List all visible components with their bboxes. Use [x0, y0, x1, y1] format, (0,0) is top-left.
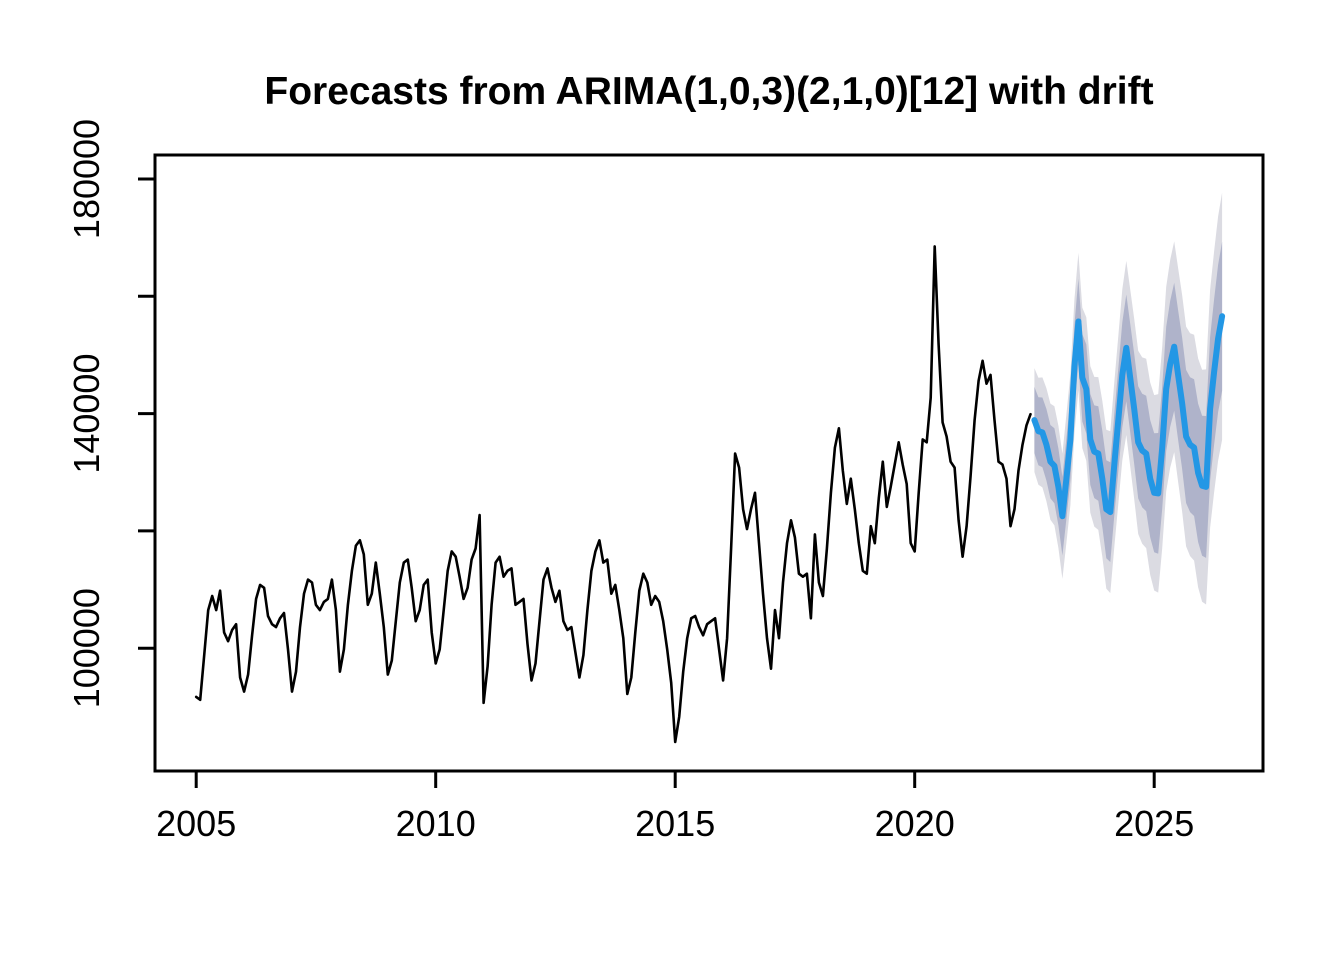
series-lines [194, 245, 1226, 744]
x-axis-tick-label: 2020 [875, 803, 955, 844]
x-axis-tick-label: 2010 [396, 803, 476, 844]
x-axis-tick-label: 2005 [156, 803, 236, 844]
forecast-mean-line [1031, 313, 1226, 520]
axes: 2005 2010 2015 2020 2025 100000 140000 180000 [66, 119, 1194, 844]
y-axis-tick-label: 180000 [66, 119, 107, 239]
x-axis-tick-label: 2015 [635, 803, 715, 844]
plot-border [153, 153, 1265, 773]
observed-series-line [194, 245, 1032, 744]
y-axis-tick-label: 140000 [66, 354, 107, 474]
y-axis-tick-label: 100000 [66, 588, 107, 708]
chart-title: Forecasts from ARIMA(1,0,3)(2,1,0)[12] w… [264, 70, 1153, 113]
x-axis-tick-label: 2025 [1114, 803, 1194, 844]
